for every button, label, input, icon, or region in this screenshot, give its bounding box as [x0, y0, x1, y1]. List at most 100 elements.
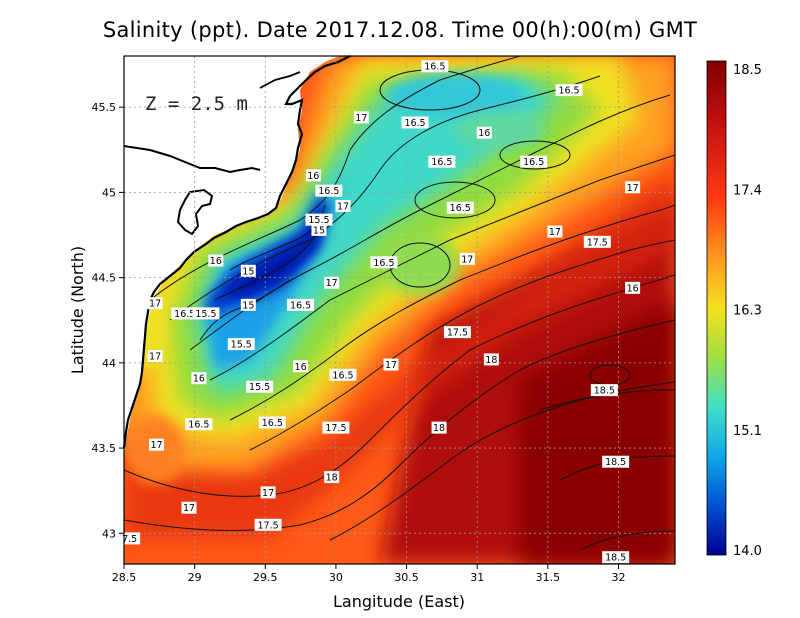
contour-label-box	[421, 60, 449, 73]
contour-label: 15.5	[305, 213, 333, 226]
y-axis: 43 43.5 44 44.5 45 45.5	[92, 101, 124, 540]
contour-label-box	[192, 307, 220, 320]
contour-label: 17	[181, 501, 197, 514]
contour-label: 17	[625, 181, 641, 194]
contour-label: 18	[324, 471, 340, 484]
x-tick-label: 31	[470, 571, 484, 584]
contour-label-box	[353, 111, 369, 124]
contour-label: 17	[459, 252, 475, 265]
contour-label: 16.5	[171, 307, 199, 320]
contour-label: 15	[311, 223, 327, 236]
contour-label-box	[370, 256, 398, 269]
contour-label-text: 16.5	[431, 157, 452, 168]
contour-label-box	[311, 223, 327, 236]
contour-label: 17	[353, 111, 369, 124]
contour-label-box	[443, 326, 471, 339]
contour-label-text: 17.5	[258, 520, 279, 531]
contour-label-box	[324, 276, 340, 289]
contour-label-text: 17	[150, 440, 162, 451]
contour-label: 17.5	[254, 518, 282, 531]
contour-label-text: 17	[461, 254, 473, 265]
contour-label-text: 15.5	[308, 215, 329, 226]
contour-label-text: 18.5	[594, 386, 615, 397]
contour-label-box	[329, 368, 357, 381]
contour-label: 17.5	[322, 421, 350, 434]
contour-label-box	[185, 418, 213, 431]
contour-label-box	[322, 421, 350, 434]
contour-label: 17	[148, 438, 164, 451]
grid-lines	[124, 56, 675, 564]
contour-label: 7.5	[119, 532, 141, 545]
contour-label-text: 16	[193, 374, 205, 385]
contour-label: 17	[335, 200, 351, 213]
contour-label: 18.5	[602, 551, 630, 564]
contour-label-box	[191, 372, 207, 385]
contour-label-box	[459, 252, 475, 265]
contour-label: 15	[240, 264, 256, 277]
contour-label: 16	[476, 126, 492, 139]
x-tick-label: 30	[329, 571, 343, 584]
colorbar: 18.5 17.4 16.3 15.1 14.0	[706, 60, 762, 559]
contour-label-box	[148, 438, 164, 451]
x-tick-label: 31.5	[536, 571, 561, 584]
contour-label-text: 18	[433, 423, 445, 434]
contour-label-text: 16.5	[404, 118, 425, 129]
contour-label-text: 18.5	[605, 553, 626, 564]
contour-label-text: 7.5	[122, 534, 137, 545]
contour-label: 16	[293, 360, 309, 373]
contour-label-box	[324, 471, 340, 484]
contour-label-box	[476, 126, 492, 139]
contour-lines	[124, 56, 675, 551]
colorbar-labels: 18.5 17.4 16.3 15.1 14.0	[733, 63, 762, 559]
contour-label: 18.5	[590, 384, 618, 397]
contour-label-box	[555, 84, 583, 97]
contour-label-box	[520, 155, 548, 168]
contour-label-box	[240, 298, 256, 311]
contour-label: 16.5	[446, 201, 474, 214]
contour-label-text: 17	[149, 352, 161, 363]
contour-label: 15.5	[192, 307, 220, 320]
contour-label-box	[547, 225, 563, 238]
contour-label-text: 16.5	[373, 258, 394, 269]
contour-label: 16.5	[555, 84, 583, 97]
contour-label-text: 16	[295, 362, 307, 373]
contour-label-text: 18.5	[605, 457, 626, 468]
x-tick-label: 29	[188, 571, 202, 584]
x-tick-label: 32	[611, 571, 625, 584]
map-title: Salinity (ppt). Date 2017.12.08. Time 00…	[102, 18, 698, 42]
contour-label-text: 15.5	[195, 309, 216, 320]
contour-label-box	[315, 184, 343, 197]
contour-label-box	[446, 201, 474, 214]
contour-label-box	[147, 350, 163, 363]
contour-label-box	[625, 281, 641, 294]
contour-label: 16	[305, 169, 321, 182]
y-tick-label: 43	[102, 527, 116, 540]
x-axis-title: Langitude (East)	[333, 592, 465, 611]
contour-label-box	[287, 298, 315, 311]
contour-label: 17	[260, 486, 276, 499]
contour-label: 17	[147, 350, 163, 363]
contour-label-text: 16.5	[558, 86, 579, 97]
plot-frame	[123, 55, 676, 565]
contour-label-box	[254, 518, 282, 531]
contour-label: 17	[324, 276, 340, 289]
contour-label: 18.5	[602, 455, 630, 468]
contour-label-box	[483, 353, 499, 366]
contour-label-text: 17	[183, 503, 195, 514]
contour-label: 16.5	[287, 298, 315, 311]
contour-label: 16	[191, 372, 207, 385]
colorbar-label: 17.4	[733, 183, 762, 198]
contour-label-box	[602, 455, 630, 468]
contour-label-box	[208, 254, 224, 267]
contour-label-text: 16	[627, 283, 639, 294]
contour-label: 16.5	[329, 368, 357, 381]
contour-label-text: 17	[326, 278, 338, 289]
contour-label: 16.5	[520, 155, 548, 168]
x-axis: 28.5 29 29.5 30 30.5 31 31.5 32	[112, 564, 625, 584]
contour-label: 17.5	[583, 235, 611, 248]
contour-label-text: 17	[262, 488, 274, 499]
colorbar-label: 18.5	[733, 63, 762, 78]
colorbar-label: 14.0	[733, 544, 762, 559]
contour-label: 15.5	[227, 338, 255, 351]
